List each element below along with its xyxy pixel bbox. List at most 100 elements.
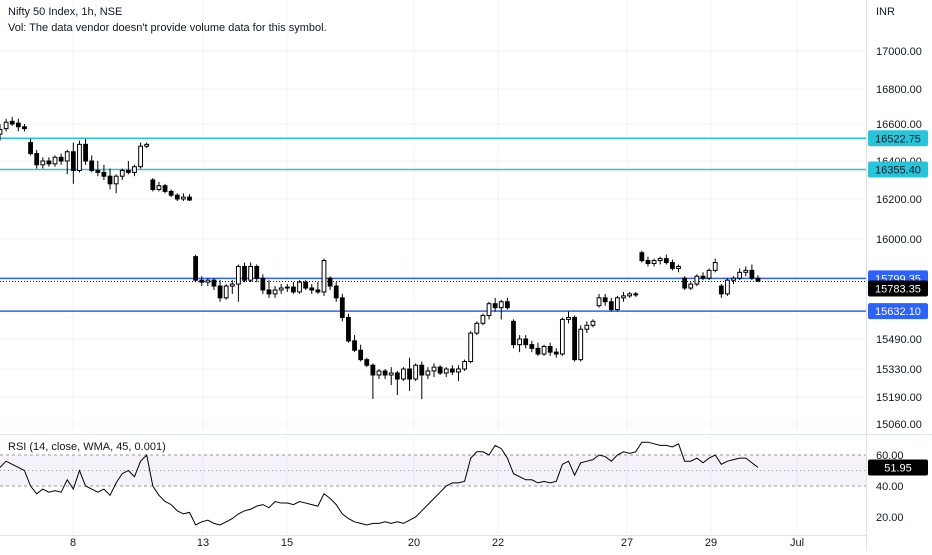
candle-body [498, 301, 504, 309]
candle-body [284, 286, 290, 289]
candle-body [572, 316, 578, 361]
candle-body [358, 349, 364, 361]
price-tick-label: 16200.00 [876, 194, 922, 206]
candle-body [58, 156, 64, 162]
rsi-value-label: 51.95 [884, 462, 912, 474]
price-tick-label: 15060.00 [876, 419, 922, 431]
candle-body [193, 256, 199, 281]
candle-body [168, 190, 174, 196]
candle-body [40, 160, 46, 166]
candle-body [559, 318, 565, 355]
candle-body [223, 285, 229, 299]
candle-body [706, 269, 712, 279]
candle-body [52, 156, 58, 165]
candle-body [217, 285, 223, 299]
candle-body [15, 122, 21, 128]
rsi-tick-label: 60.00 [876, 450, 904, 462]
price-tick-label: 16600.00 [876, 119, 922, 131]
candle-body [278, 287, 284, 291]
candle-body [443, 368, 449, 374]
candle-body [700, 275, 706, 279]
candle-body [468, 332, 474, 362]
level-label-3: 15632.10 [875, 306, 921, 318]
price-tick-label: 17000.00 [876, 46, 922, 58]
level-badge-0 [868, 130, 928, 147]
symbol-title: Nifty 50 Index, 1h, NSE [8, 6, 123, 18]
candle-body [364, 359, 370, 366]
candle-body [682, 277, 688, 289]
volume-note: Vol: The data vendor doesn't provide vol… [8, 22, 327, 34]
candle-body [83, 143, 88, 162]
candle-body [633, 293, 639, 296]
candle-body [346, 316, 351, 342]
candle-body [303, 281, 309, 289]
candle-body [578, 328, 584, 361]
candle-body [327, 277, 333, 287]
rsi-tick-label: 20.00 [876, 512, 904, 524]
candle-body [266, 289, 272, 295]
candle-body [401, 368, 406, 380]
candle-body [34, 153, 40, 166]
candle-body [162, 185, 168, 192]
candle-body [627, 293, 633, 297]
candle-body [89, 160, 95, 171]
candle-body [28, 142, 33, 155]
price-tick-label: 15330.00 [876, 364, 922, 376]
candle-body [333, 285, 339, 299]
candle-body [150, 179, 156, 190]
candle-body [291, 286, 296, 293]
candle-body [725, 279, 730, 295]
candle-body [535, 347, 541, 355]
rsi-tick-label: 40.00 [876, 481, 904, 493]
candle-body [676, 265, 681, 269]
candle-body [174, 194, 180, 200]
candle-body [376, 370, 382, 376]
time-tick-label: 22 [492, 537, 504, 549]
candle-body [370, 364, 376, 376]
candle-body [180, 196, 186, 200]
candle-body [297, 281, 302, 293]
candle-body [211, 279, 217, 287]
candle-body [394, 372, 400, 380]
candle-body [413, 364, 419, 380]
level-label-1: 16355.40 [875, 164, 921, 176]
price-tick-label: 15490.00 [876, 334, 922, 346]
candle-body [309, 287, 315, 291]
candle-body [272, 289, 278, 295]
candle-body [242, 265, 247, 281]
level-badge-1 [868, 161, 928, 178]
candle-body [731, 277, 736, 281]
candle-body [407, 368, 412, 380]
candle-body [64, 151, 70, 162]
candle-body [547, 346, 553, 353]
candle-body [437, 366, 443, 374]
candle-body [621, 295, 626, 299]
time-tick-label: 15 [281, 537, 293, 549]
rsi-indicator-title[interactable]: RSI (14, close, WMA, 45, 0.001) [8, 441, 166, 453]
candle-body [743, 269, 749, 273]
candle-body [529, 344, 535, 349]
candle-body [95, 170, 101, 173]
candle-body [22, 126, 27, 130]
candle-body [0, 129, 3, 135]
candle-body [645, 260, 651, 265]
rsi-value-badge [868, 459, 928, 476]
candle-body [156, 185, 162, 190]
time-tick-label: Jul [790, 537, 804, 549]
level-badge-3 [868, 303, 928, 320]
candle-body [657, 258, 663, 262]
candle-body [205, 279, 211, 283]
candle-body [474, 322, 480, 334]
candle-body [584, 324, 590, 330]
candle-body [419, 364, 425, 376]
candle-body [144, 143, 150, 147]
candle-body [566, 316, 571, 320]
price-tick-label: 16800.00 [876, 84, 922, 96]
candle-body [248, 265, 254, 281]
time-tick-label: 20 [408, 537, 420, 549]
candle-body [388, 372, 394, 376]
candle-body [480, 314, 486, 324]
candle-body [321, 260, 327, 293]
candle-body [608, 301, 614, 311]
